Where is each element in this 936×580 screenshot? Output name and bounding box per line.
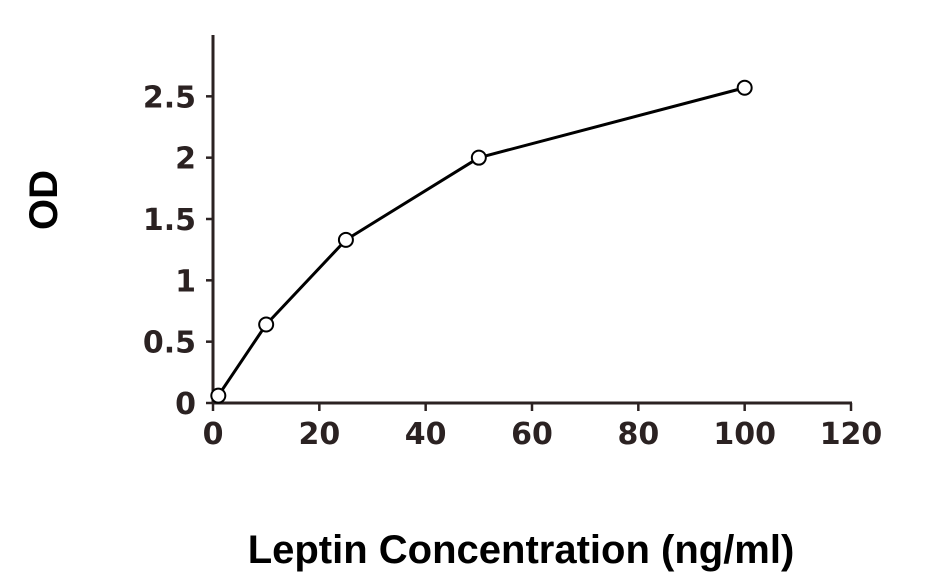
y-tick-label: 0	[175, 387, 196, 422]
x-tick-label: 120	[820, 417, 883, 452]
y-tick-label: 1.5	[143, 203, 196, 238]
data-point	[337, 231, 354, 248]
y-tick-label: 1	[175, 264, 196, 299]
data-point	[736, 79, 753, 96]
y-axis-ticks: 0 0.5 1 1.5 2 2.5	[143, 80, 213, 422]
y-tick-label: 2	[175, 142, 196, 177]
y-axis-title: OD	[22, 170, 66, 230]
series	[210, 79, 753, 404]
series-line	[217, 86, 746, 397]
x-tick-label: 80	[617, 417, 659, 452]
x-axis-ticks: 0 20 40 60 80 100 120	[203, 403, 883, 452]
data-point	[258, 316, 275, 333]
x-tick-label: 40	[405, 417, 447, 452]
axes	[211, 35, 852, 405]
x-tick-label: 0	[203, 417, 224, 452]
x-tick-label: 60	[511, 417, 553, 452]
data-point	[210, 387, 227, 404]
y-tick-label: 2.5	[143, 80, 196, 115]
y-tick-label: 0.5	[143, 326, 196, 361]
x-axis-title: Leptin Concentration (ng/ml)	[248, 528, 795, 572]
x-tick-label: 100	[713, 417, 776, 452]
data-point	[470, 149, 487, 166]
x-tick-label: 20	[298, 417, 340, 452]
